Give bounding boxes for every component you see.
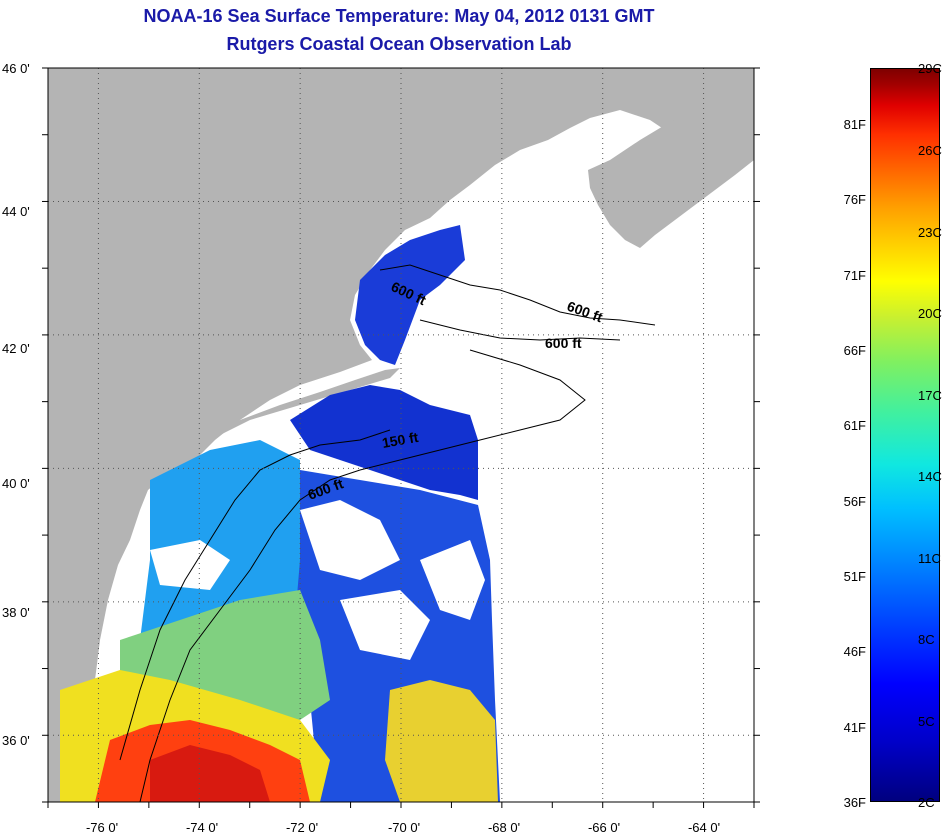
latitude-label: 44 0' bbox=[2, 204, 30, 219]
colorbar-fahrenheit-label: 36F bbox=[843, 795, 866, 810]
colorbar-fahrenheit-label: 61F bbox=[843, 418, 866, 433]
colorbar-celsius-label: 14C bbox=[918, 469, 942, 484]
cloud-patch-3 bbox=[340, 590, 430, 660]
colorbar-fahrenheit-label: 41F bbox=[843, 720, 866, 735]
colorbar-celsius-label: 5C bbox=[918, 714, 935, 729]
colorbar-fahrenheit-label: 51F bbox=[843, 569, 866, 584]
colorbar-fahrenheit-label: 56F bbox=[843, 494, 866, 509]
cloud-patch-1 bbox=[300, 500, 400, 580]
colorbar-fahrenheit-label: 71F bbox=[843, 268, 866, 283]
map-title: NOAA-16 Sea Surface Temperature: May 04,… bbox=[143, 6, 655, 26]
colorbar-celsius-label: 8C bbox=[918, 632, 935, 647]
latitude-label: 36 0' bbox=[2, 733, 30, 748]
colorbar-celsius-label: 17C bbox=[918, 388, 942, 403]
sst-georges-bank bbox=[290, 385, 478, 500]
land-long-island bbox=[195, 368, 400, 440]
longitude-label: -72 0' bbox=[285, 820, 319, 835]
sst-offshore-yellow bbox=[385, 680, 498, 802]
colorbar-fahrenheit-label: 46F bbox=[843, 644, 866, 659]
latitude-label: 40 0' bbox=[2, 476, 30, 491]
longitude-label: -76 0' bbox=[85, 820, 119, 835]
contour-label: 150 ft bbox=[381, 429, 420, 451]
temperature-colorbar bbox=[870, 68, 940, 802]
longitude-label: -74 0' bbox=[185, 820, 219, 835]
latitude-label: 38 0' bbox=[2, 605, 30, 620]
longitude-label: -70 0' bbox=[387, 820, 421, 835]
colorbar-celsius-label: 23C bbox=[918, 225, 942, 240]
cloud-patch-4 bbox=[420, 540, 485, 620]
colorbar-fahrenheit-label: 66F bbox=[843, 343, 866, 358]
colorbar-celsius-label: 2C bbox=[918, 795, 935, 810]
colorbar-celsius-label: 11C bbox=[918, 551, 941, 566]
latitude-label: 42 0' bbox=[2, 341, 30, 356]
longitude-label: -66 0' bbox=[587, 820, 621, 835]
latitude-label: 46 0' bbox=[2, 61, 30, 76]
cloud-patch-2 bbox=[150, 540, 230, 590]
longitude-label: -68 0' bbox=[487, 820, 521, 835]
longitude-label: -64 0' bbox=[687, 820, 721, 835]
sst-warm-core bbox=[150, 745, 270, 802]
colorbar-celsius-label: 29C bbox=[918, 61, 942, 76]
colorbar-fahrenheit-label: 76F bbox=[843, 192, 866, 207]
contour-label: 600 ft bbox=[545, 335, 582, 351]
colorbar-fahrenheit-label: 81F bbox=[843, 117, 866, 132]
axis-ticks bbox=[42, 67, 760, 808]
map-subtitle: Rutgers Coastal Ocean Observation Lab bbox=[226, 34, 572, 54]
land-mainland bbox=[48, 68, 754, 802]
bathymetry-contours bbox=[119, 264, 656, 802]
colorbar-celsius-label: 26C bbox=[918, 143, 942, 158]
sst-gulf-of-maine bbox=[355, 225, 465, 365]
colorbar-celsius-label: 20C bbox=[918, 306, 942, 321]
land-nova-scotia bbox=[588, 110, 754, 248]
